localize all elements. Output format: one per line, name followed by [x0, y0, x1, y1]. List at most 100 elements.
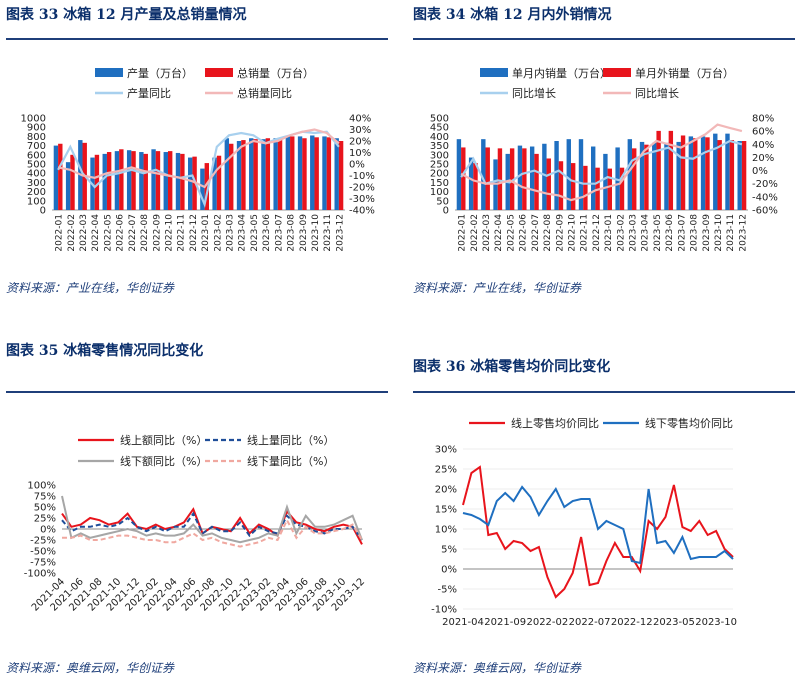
x-tick: 2022-07	[128, 214, 138, 252]
bar	[729, 140, 735, 210]
bar	[473, 163, 478, 210]
bar	[265, 138, 271, 210]
y-left-tick: 400	[430, 132, 449, 143]
x-tick: 2023-01	[201, 214, 211, 252]
figure-34-rule	[413, 38, 795, 40]
x-tick: 2022-10	[164, 214, 174, 252]
legend-label: 同比增长	[635, 86, 679, 100]
bar	[676, 141, 681, 210]
y-tick: 20%	[435, 485, 457, 496]
bar	[273, 138, 278, 210]
y-right-tick: 20%	[349, 137, 371, 148]
bar	[656, 130, 661, 210]
figure-35-source: 资料来源：奥维云网，华创证券	[6, 661, 175, 675]
x-tick: 2022-05	[506, 214, 516, 252]
bar	[131, 151, 136, 210]
bar	[126, 150, 132, 210]
y-tick: 25%	[435, 465, 457, 476]
bar	[253, 139, 258, 210]
y-left-tick: 300	[27, 178, 46, 189]
x-tick: 2023-07	[677, 214, 687, 252]
x-tick: 2023-08	[690, 214, 700, 252]
y-left-tick: 300	[430, 150, 449, 161]
x-tick: 2023-06	[665, 214, 675, 252]
x-tick: 2022-01	[458, 214, 468, 252]
bar	[338, 141, 344, 210]
y-left-tick: 50	[436, 196, 449, 207]
figure-36-source: 资料来源：奥维云网，华创证券	[413, 661, 582, 675]
chart-35: 线上额同比（%） 线上量同比（%） 线下额同比（%） 线下量同比（%） -100%-75…	[24, 433, 367, 614]
bar	[326, 137, 332, 210]
x-tick: 2022-08	[543, 214, 553, 252]
y-right-tick: -60%	[752, 206, 778, 217]
x-tick: 2022-12	[611, 617, 653, 628]
bar	[741, 141, 747, 210]
bar	[241, 140, 246, 210]
x-tick: 2022-06	[519, 214, 529, 252]
bar	[534, 153, 539, 210]
x-tick: 2022-05	[103, 214, 113, 252]
bar	[314, 137, 319, 210]
bar	[139, 152, 144, 210]
x-tick: 2023-10	[311, 214, 321, 252]
x-tick: 2022-11	[580, 214, 590, 252]
y-tick: -5%	[438, 585, 457, 596]
x-tick: 2023-06	[262, 214, 272, 252]
chart-33: 产量（万台） 总销量（万台） 产量同比 总销量同比 010020030040050060…	[21, 66, 375, 252]
bar	[456, 139, 462, 210]
y-tick: 0%	[40, 525, 56, 536]
bar	[688, 136, 694, 210]
x-tick: 2022-09	[152, 214, 162, 252]
bar	[216, 155, 222, 210]
y-right-tick: -20%	[752, 179, 778, 190]
bar	[249, 138, 254, 210]
x-tick: 2023-01	[604, 214, 614, 252]
x-tick: 2022-01	[55, 214, 65, 252]
bar	[668, 130, 674, 210]
bar	[114, 151, 120, 210]
x-tick: 2022-03	[482, 214, 492, 252]
bar	[322, 136, 327, 210]
legend-label: 线下额同比（%）	[120, 454, 207, 468]
y-tick: -100%	[24, 569, 56, 580]
bar	[143, 153, 148, 210]
bar	[70, 154, 75, 210]
bar	[212, 157, 217, 210]
bar	[481, 139, 486, 210]
legend-label: 线上额同比（%）	[120, 433, 207, 447]
series-line	[61, 511, 363, 541]
x-tick: 2022-09	[555, 214, 565, 252]
x-tick: 2022-02	[67, 214, 77, 252]
bar	[607, 168, 612, 210]
y-tick: 75%	[34, 492, 56, 503]
y-left-tick: 450	[430, 123, 449, 134]
bar	[290, 136, 295, 210]
x-tick: 2023-03	[629, 214, 639, 252]
legend-label: 总销量同比	[237, 86, 292, 100]
legend-label: 线上量同比（%）	[247, 433, 334, 447]
bar	[180, 153, 185, 210]
bar	[261, 139, 266, 210]
x-tick: 2023-02	[616, 214, 626, 252]
bar	[310, 135, 315, 210]
x-tick: 2022-04	[494, 214, 504, 252]
y-right-tick: 30%	[349, 125, 371, 136]
x-tick: 2022-10	[567, 214, 577, 252]
x-tick: 2023-05	[653, 214, 663, 252]
bar	[603, 153, 608, 210]
bar	[639, 141, 645, 210]
bar	[591, 146, 596, 210]
bar	[200, 168, 205, 210]
y-tick: 15%	[435, 505, 457, 516]
y-right-tick: 0%	[752, 166, 768, 177]
y-tick: 5%	[441, 545, 457, 556]
bar	[94, 154, 100, 210]
bar	[236, 141, 242, 210]
bar	[583, 165, 588, 210]
bar	[102, 153, 107, 210]
chart-34: 单月内销量（万台） 单月外销量（万台） 同比增长 同比增长 05010015020025…	[430, 66, 778, 252]
bar	[468, 157, 474, 210]
x-tick: 2022-07	[531, 214, 541, 252]
y-tick: 10%	[435, 525, 457, 536]
series-line	[462, 485, 734, 565]
